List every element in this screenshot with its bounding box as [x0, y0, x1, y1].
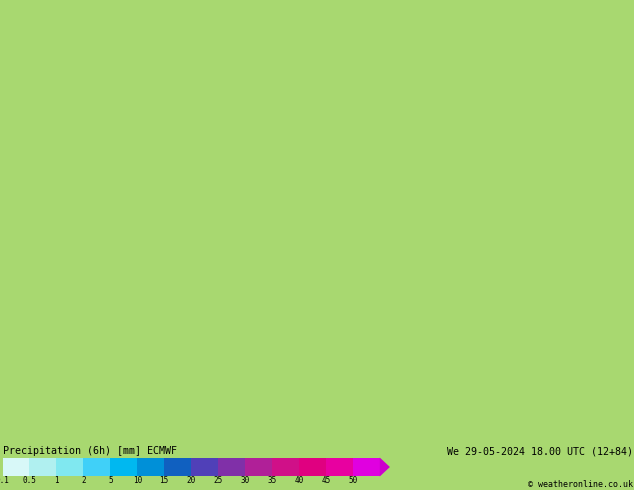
Text: 10: 10 [133, 476, 142, 486]
Text: 1: 1 [54, 476, 59, 486]
Text: 15: 15 [160, 476, 169, 486]
Bar [218, 458, 245, 476]
Text: 0.5: 0.5 [23, 476, 36, 486]
Text: 5: 5 [108, 476, 113, 486]
Bar [110, 458, 137, 476]
Text: 25: 25 [214, 476, 223, 486]
Text: 35: 35 [268, 476, 276, 486]
Bar [56, 458, 83, 476]
Text: 50: 50 [348, 476, 358, 486]
Text: 2: 2 [81, 476, 86, 486]
Bar [3, 458, 29, 476]
Bar [272, 458, 299, 476]
Bar [29, 458, 56, 476]
Bar [299, 458, 326, 476]
Bar [191, 458, 218, 476]
Bar [353, 458, 380, 476]
Text: 30: 30 [240, 476, 250, 486]
Bar [164, 458, 191, 476]
Bar [245, 458, 272, 476]
Bar [326, 458, 353, 476]
Bar [83, 458, 110, 476]
Text: 45: 45 [321, 476, 330, 486]
Text: We 29-05-2024 18.00 UTC (12+84): We 29-05-2024 18.00 UTC (12+84) [447, 446, 633, 456]
Text: 40: 40 [294, 476, 304, 486]
Text: 20: 20 [186, 476, 196, 486]
Text: 0.1: 0.1 [0, 476, 10, 486]
Text: © weatheronline.co.uk: © weatheronline.co.uk [527, 480, 633, 489]
Text: Precipitation (6h) [mm] ECMWF: Precipitation (6h) [mm] ECMWF [3, 446, 177, 456]
Bar [137, 458, 164, 476]
